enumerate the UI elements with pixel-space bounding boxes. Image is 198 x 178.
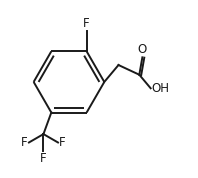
Text: F: F — [40, 152, 47, 165]
Text: F: F — [83, 17, 90, 30]
Text: F: F — [21, 136, 28, 149]
Text: F: F — [59, 136, 66, 149]
Text: OH: OH — [151, 82, 169, 95]
Text: O: O — [138, 43, 147, 56]
